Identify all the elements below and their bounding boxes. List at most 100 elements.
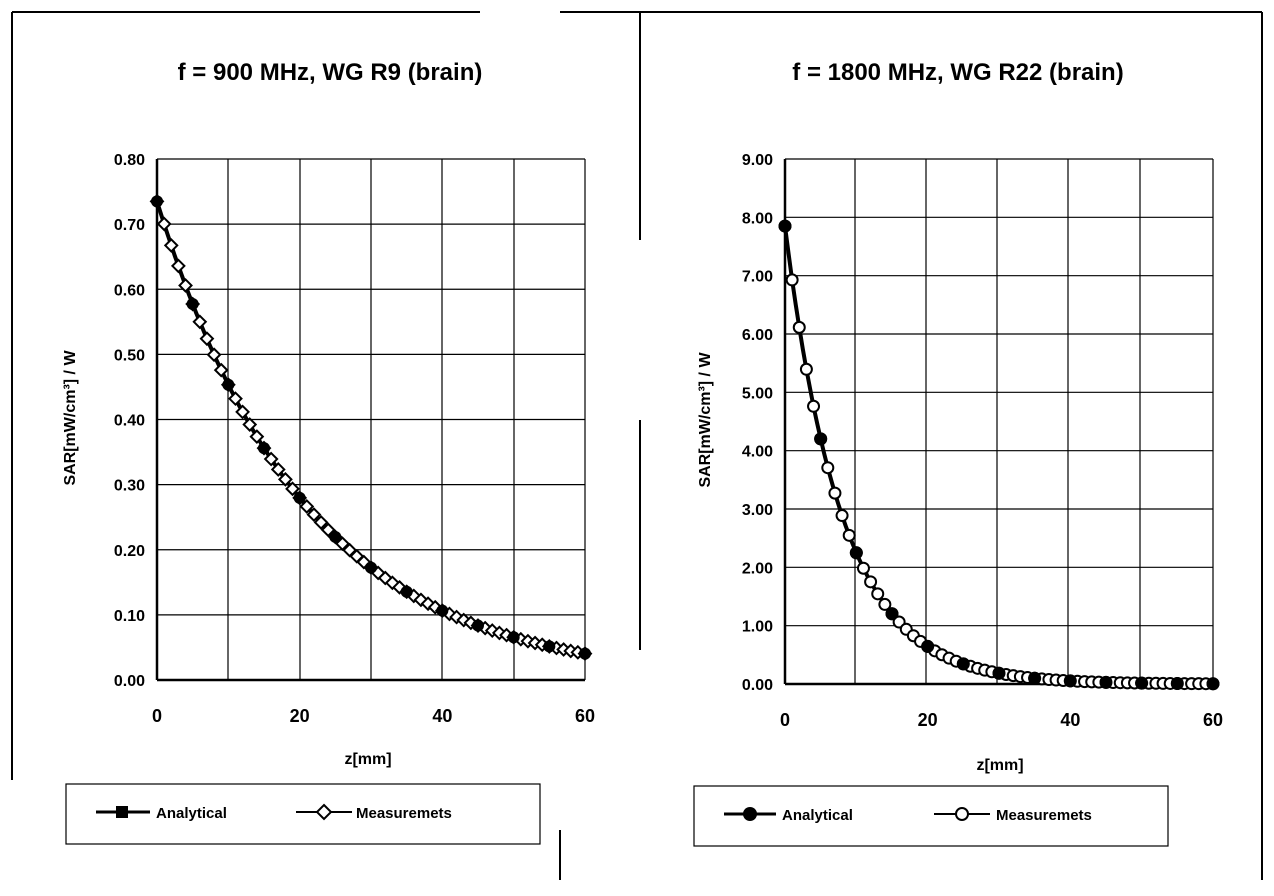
measurement-point bbox=[878, 597, 892, 611]
analytical-point bbox=[579, 647, 591, 660]
series-line-measurements bbox=[784, 225, 1213, 685]
analytical-point bbox=[222, 378, 235, 391]
y-tick-label: 0.70 bbox=[114, 217, 145, 234]
analytical-point bbox=[472, 619, 484, 632]
y-tick-label: 6.00 bbox=[742, 327, 773, 344]
grid bbox=[156, 158, 586, 681]
analytical-point bbox=[992, 666, 1006, 680]
measurement-point bbox=[320, 522, 336, 538]
analytical-point bbox=[329, 530, 342, 543]
y-tick-label: 0.10 bbox=[114, 608, 145, 625]
measurement-point bbox=[206, 347, 222, 363]
y-axis-label: SAR[mW/cm³] / W bbox=[697, 352, 714, 488]
analytical-point bbox=[365, 561, 377, 574]
y-tick-label: 2.00 bbox=[742, 560, 773, 577]
analytical-point bbox=[1170, 677, 1184, 691]
x-tick-labels: 0 20 40 60 bbox=[780, 710, 1223, 730]
legend: Analytical Measuremets bbox=[65, 783, 541, 845]
analytical-point bbox=[1135, 676, 1149, 690]
measurement-point bbox=[299, 499, 315, 514]
measurement-point bbox=[213, 362, 229, 378]
analytical-point bbox=[1206, 677, 1220, 691]
measurement-point bbox=[242, 417, 258, 432]
analytical-point bbox=[543, 640, 556, 653]
x-tick-label: 0 bbox=[780, 710, 790, 730]
series-line-analytical bbox=[783, 225, 1213, 686]
measurement-point bbox=[413, 592, 429, 608]
x-axis-label: z[mm] bbox=[976, 757, 1023, 774]
measurement-point bbox=[285, 481, 300, 497]
y-tick-label: 0.50 bbox=[114, 347, 145, 364]
y-tick-label: 7.00 bbox=[742, 269, 773, 286]
axes bbox=[783, 159, 1213, 686]
series-curves bbox=[783, 225, 1213, 686]
measurement-point bbox=[178, 278, 193, 293]
x-tick-label: 20 bbox=[290, 706, 310, 726]
y-tick-label: 1.00 bbox=[742, 619, 773, 636]
analytical-point bbox=[814, 432, 828, 446]
analytical-point bbox=[151, 195, 163, 208]
x-tick-label: 60 bbox=[575, 706, 595, 726]
x-tick-label: 0 bbox=[152, 706, 162, 726]
x-tick-label: 60 bbox=[1203, 710, 1223, 730]
chart-title: f = 900 MHz, WG R9 (brain) bbox=[178, 59, 483, 86]
analytical-point bbox=[1099, 675, 1113, 689]
analytical-point bbox=[778, 219, 792, 233]
measurement-point bbox=[192, 314, 208, 330]
analytical-point bbox=[436, 604, 449, 617]
analytical-point bbox=[400, 585, 413, 598]
measurement-point bbox=[871, 587, 885, 601]
analytical-point bbox=[507, 631, 520, 644]
y-tick-label: 0.00 bbox=[742, 677, 773, 694]
analytical-point bbox=[186, 298, 199, 311]
measurement-point bbox=[384, 575, 400, 591]
y-tick-label: 0.20 bbox=[114, 543, 145, 560]
analytical-point bbox=[258, 442, 270, 455]
figure-frame bbox=[11, 11, 1263, 880]
measurement-point bbox=[807, 399, 821, 413]
y-tick-label: 0.80 bbox=[114, 152, 145, 169]
measurement-point bbox=[828, 486, 842, 500]
y-tick-label: 9.00 bbox=[742, 152, 773, 169]
legend-label-measurements: Measuremets bbox=[996, 807, 1092, 824]
chart-900mhz: f = 900 MHz, WG R9 (brain) 0.000.100.200… bbox=[62, 59, 595, 845]
y-tick-labels: 0.00 0.10 0.20 0.30 0.40 0.50 0.60 0.70 0.80 bbox=[114, 152, 145, 690]
x-tick-label: 40 bbox=[432, 706, 452, 726]
y-tick-label: 8.00 bbox=[742, 210, 773, 227]
measurement-point bbox=[842, 528, 856, 542]
measurement-point bbox=[792, 320, 806, 334]
legend-marker-analytical bbox=[743, 807, 757, 821]
legend: Analytical Measuremets bbox=[693, 785, 1169, 847]
x-tick-label: 20 bbox=[918, 710, 938, 730]
legend-label-measurements: Measuremets bbox=[356, 805, 452, 822]
y-tick-label: 5.00 bbox=[742, 385, 773, 402]
chart-1800mhz: f = 1800 MHz, WG R22 (brain) 0.00 1.00 2.0… bbox=[693, 59, 1223, 847]
measurement-point bbox=[484, 623, 500, 638]
measurement-point bbox=[835, 509, 849, 523]
measurement-point bbox=[864, 575, 878, 589]
measurement-point bbox=[306, 507, 322, 523]
measurement-point bbox=[270, 462, 286, 477]
series-markers bbox=[778, 219, 1220, 691]
measurement-point bbox=[263, 451, 279, 467]
y-axis-label: SAR[mW/cm³] / W bbox=[62, 350, 79, 486]
measurement-point bbox=[799, 362, 813, 376]
measurement-point bbox=[356, 554, 372, 570]
measurement-point bbox=[249, 429, 265, 445]
chart-title: f = 1800 MHz, WG R22 (brain) bbox=[792, 59, 1123, 86]
series-markers bbox=[149, 193, 593, 662]
x-axis-label: z[mm] bbox=[344, 751, 391, 768]
measurement-point bbox=[427, 599, 443, 615]
y-tick-label: 3.00 bbox=[742, 502, 773, 519]
analytical-point bbox=[1028, 671, 1042, 685]
analytical-point bbox=[921, 639, 935, 653]
measurement-point bbox=[313, 515, 329, 530]
measurement-point bbox=[420, 596, 436, 612]
measurement-point bbox=[235, 404, 251, 420]
analytical-point bbox=[885, 607, 899, 621]
legend-label-analytical: Analytical bbox=[782, 807, 853, 824]
x-tick-label: 40 bbox=[1060, 710, 1080, 730]
y-tick-label: 0.30 bbox=[114, 478, 145, 495]
measurement-point bbox=[163, 238, 179, 253]
